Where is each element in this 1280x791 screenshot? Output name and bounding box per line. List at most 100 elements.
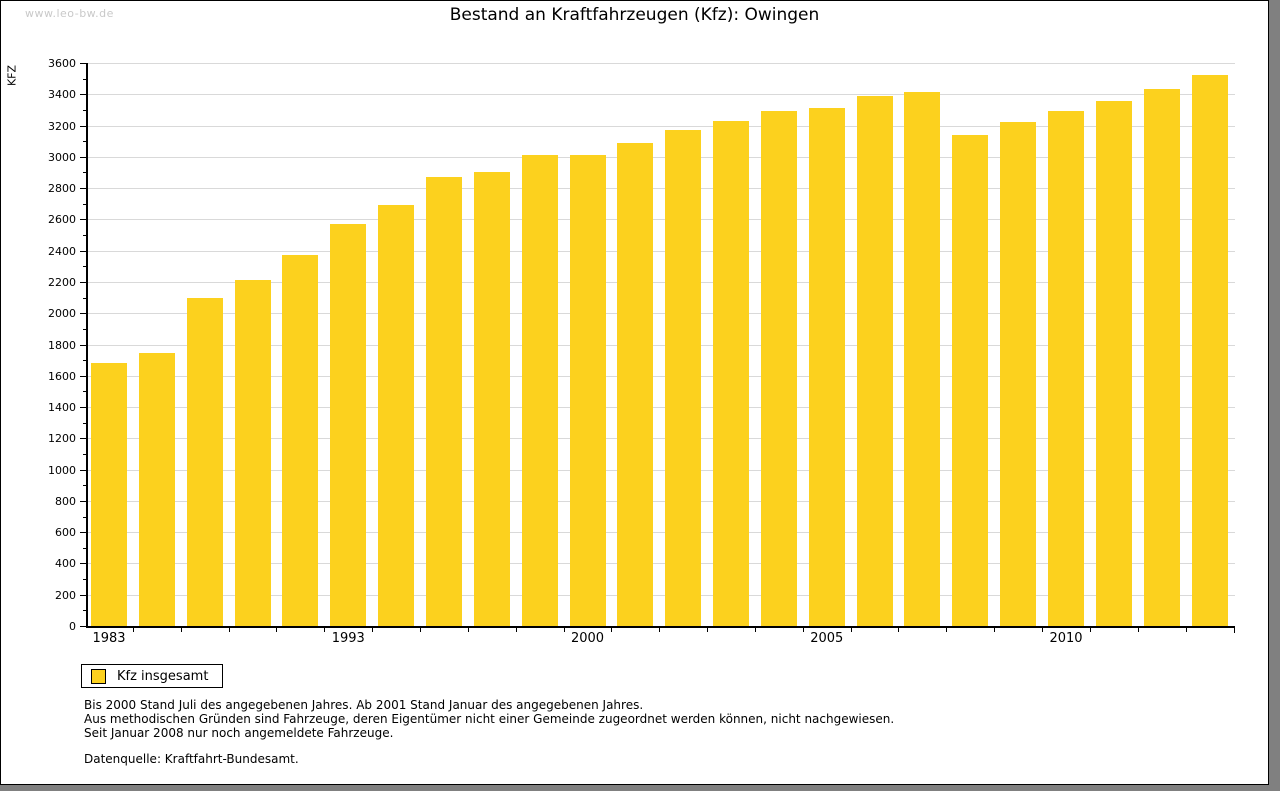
y-axis-title: KFZ — [5, 64, 19, 87]
y-axis-tick-label: 3200 — [48, 119, 76, 133]
bar-1985 — [138, 353, 175, 626]
y-axis-tick-label: 400 — [55, 557, 76, 571]
footnote-line: Seit Januar 2008 nur noch angemeldete Fa… — [84, 726, 394, 741]
gridline — [88, 250, 1235, 252]
x-axis-label: 2000 — [570, 631, 605, 646]
bar-2000 — [569, 155, 606, 626]
x-axis-tick — [132, 628, 134, 632]
x-axis-tick — [1042, 628, 1043, 632]
x-axis-tick — [180, 628, 182, 632]
y-minor-tick — [83, 360, 86, 362]
y-major-tick — [80, 532, 86, 534]
page-title: Bestand an Kraftfahrzeugen (Kfz): Owinge… — [449, 5, 820, 25]
bar-1989 — [234, 280, 271, 626]
y-major-tick — [80, 563, 86, 565]
y-major-tick — [80, 250, 86, 252]
x-axis-tick — [372, 628, 374, 632]
y-axis-tick-label: 200 — [55, 588, 76, 602]
y-axis-tick-label: 1200 — [48, 432, 76, 446]
y-major-tick — [80, 63, 86, 64]
footnote-line: Aus methodischen Gründen sind Fahrzeuge,… — [84, 712, 895, 727]
gridline — [88, 532, 1235, 534]
y-axis-tick-label: 1600 — [48, 369, 76, 383]
bar-2011 — [1095, 101, 1132, 626]
y-axis-tick-label: 2800 — [48, 182, 76, 196]
y-major-tick — [80, 626, 86, 627]
bar-2013 — [1191, 74, 1228, 626]
y-major-tick — [80, 188, 86, 190]
y-minor-tick — [83, 78, 86, 80]
bar-2002 — [665, 130, 702, 626]
y-minor-tick — [83, 109, 86, 111]
bar-1998 — [473, 172, 510, 626]
footnotes: Bis 2000 Stand Juli des angegebenen Jahr… — [84, 698, 894, 766]
y-axis-tick-label: 3000 — [48, 150, 76, 164]
y-minor-tick — [83, 422, 86, 424]
bar-1983 — [91, 363, 127, 626]
x-axis-tick — [1137, 628, 1139, 632]
x-axis-end-tick — [1234, 628, 1235, 633]
y-major-tick — [80, 500, 86, 502]
gridline — [88, 188, 1235, 190]
y-minor-tick — [83, 610, 86, 612]
y-major-tick — [80, 594, 86, 596]
y-major-tick — [80, 94, 86, 96]
y-major-tick — [80, 313, 86, 315]
x-axis-label: 1993 — [331, 631, 365, 646]
y-major-tick — [80, 375, 86, 377]
bar-2003 — [713, 120, 750, 626]
gridline — [88, 94, 1235, 96]
y-minor-tick — [83, 328, 86, 330]
gridline — [88, 125, 1235, 127]
gridline — [88, 63, 1235, 64]
gridline — [88, 594, 1235, 596]
y-axis-tick-label: 1800 — [48, 338, 76, 352]
x-axis-tick — [898, 628, 900, 632]
bar-1993 — [330, 224, 367, 626]
plot-area: 0 200 400 600 800 1000 1200 1400 1600 1800 2000 220… — [48, 57, 1235, 646]
x-axis-tick — [611, 628, 613, 632]
gridline — [88, 469, 1235, 471]
y-major-tick — [80, 344, 86, 346]
x-axis-tick — [419, 628, 421, 632]
bar-2008 — [952, 134, 989, 626]
gridline — [88, 438, 1235, 440]
gridline — [88, 563, 1235, 565]
y-major-tick — [80, 125, 86, 127]
legend-swatch-icon — [91, 668, 106, 684]
y-axis-tick-label: 2000 — [48, 307, 76, 321]
bar-2005 — [808, 108, 845, 626]
x-axis-tick — [850, 628, 852, 632]
bar-1995 — [378, 205, 415, 626]
bar-2012 — [1143, 88, 1180, 626]
y-axis-tick-label: 0 — [69, 620, 76, 633]
y-minor-tick — [83, 235, 86, 237]
y-axis-tick-label: 1400 — [48, 401, 76, 415]
bar-1997 — [425, 177, 462, 626]
y-major-tick — [80, 219, 86, 221]
y-minor-tick — [83, 172, 86, 174]
legend: Kfz insgesamt — [81, 664, 224, 688]
y-axis-tick-label: 600 — [55, 526, 76, 540]
y-minor-tick — [83, 141, 86, 143]
y-axis-tick-label: 800 — [55, 494, 76, 508]
y-axis-tick-label: 1000 — [48, 463, 76, 477]
gridline — [88, 219, 1235, 221]
y-axis-tick-label: 2200 — [48, 275, 76, 289]
bar-1999 — [521, 154, 558, 626]
y-major-tick — [80, 407, 86, 409]
gridline — [88, 313, 1235, 315]
y-minor-tick — [83, 516, 86, 518]
legend-label: Kfz insgesamt — [117, 668, 209, 684]
x-axis-label: 2010 — [1049, 631, 1083, 646]
y-minor-tick — [83, 453, 86, 455]
y-minor-tick — [83, 203, 86, 205]
y-axis-tick-label: 3400 — [48, 88, 76, 102]
y-axis-tick-label: 2400 — [48, 244, 76, 258]
y-major-tick — [80, 281, 86, 283]
gridline — [88, 500, 1235, 502]
bar-2009 — [1000, 121, 1037, 626]
x-axis-tick — [515, 628, 517, 632]
y-minor-tick — [83, 391, 86, 393]
